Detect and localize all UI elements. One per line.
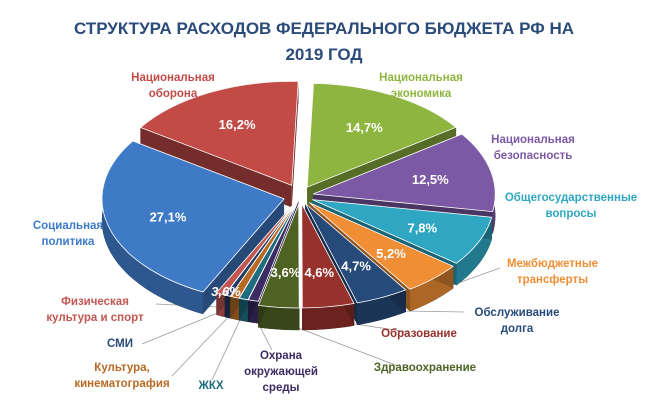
label-sport: Физическая культура и спорт <box>46 296 144 324</box>
label-environment: Охрана окружающей среды <box>244 350 318 394</box>
value-label-13: 16,2% <box>219 117 256 132</box>
label-culture: Культура, кинематография <box>74 362 170 390</box>
label-interbudget-transfers: Межбюджетные трансферты <box>506 258 599 286</box>
slice-3 <box>308 202 454 290</box>
value-labels: 14,7%12,5%7,8%5,2%4,7%4,6%3,6%27,1%16,2%… <box>150 117 450 299</box>
label-media: СМИ <box>107 338 133 350</box>
leader-line-10 <box>141 308 228 345</box>
slice-1 <box>313 133 496 213</box>
label-education: Образование <box>381 328 457 340</box>
leader-line-8 <box>211 312 244 381</box>
label-national-defense: Национальная оборона <box>131 72 215 100</box>
label-housing: ЖКХ <box>198 380 224 392</box>
slice-6 <box>257 203 300 309</box>
label-national-economy: Национальная экономика <box>379 72 463 100</box>
label-general-issues: Общегосударственные вопросы <box>504 192 638 220</box>
label-debt-service: Обслуживание долга <box>474 307 560 335</box>
slice-13 <box>139 80 299 186</box>
pie-tops <box>101 80 496 309</box>
slice-12 <box>101 140 285 293</box>
chart-title: СТРУКТУРА РАСХОДОВ ФЕДЕРАЛЬНОГО БЮДЖЕТА … <box>73 19 575 64</box>
slice-4 <box>304 202 407 304</box>
slice-5 <box>301 203 355 309</box>
value-label-5: 4,6% <box>304 265 334 280</box>
slice-11 <box>215 199 298 296</box>
value-label-small-group: 3,6% <box>211 284 241 299</box>
value-label-12: 27,1% <box>150 210 187 225</box>
value-label-4: 4,7% <box>341 258 371 273</box>
label-national-security: Национальная безопасность <box>491 134 575 162</box>
value-label-6: 3,6% <box>271 265 301 280</box>
label-social-policy: Социальная политика <box>32 220 104 248</box>
value-label-3: 5,2% <box>376 246 406 261</box>
slice-2 <box>312 199 493 264</box>
value-label-2: 7,8% <box>407 220 437 235</box>
slice-0 <box>306 82 457 188</box>
value-label-1: 12,5% <box>412 172 449 187</box>
label-healthcare: Здравоохранение <box>373 362 477 374</box>
leader-line-9 <box>171 310 235 377</box>
value-label-0: 14,7% <box>346 120 383 135</box>
